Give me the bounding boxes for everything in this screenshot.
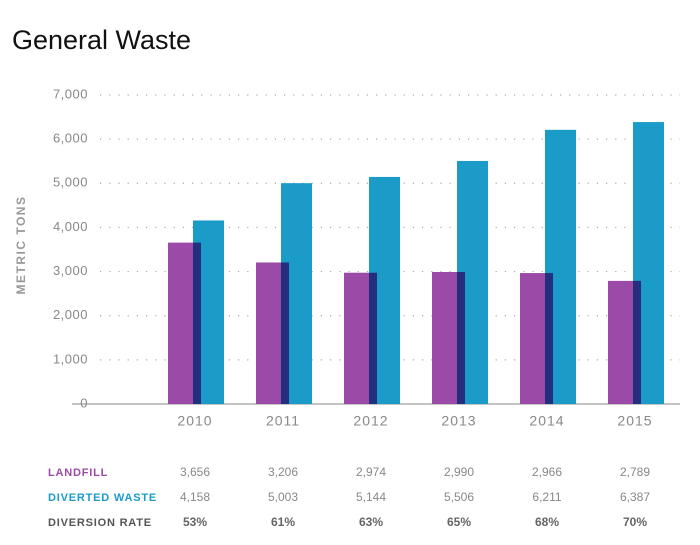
x-tick-label: 2014 [529, 413, 564, 429]
y-tick-label: 6,000 [53, 131, 88, 146]
y-tick-label: 2,000 [53, 307, 88, 322]
bar [168, 242, 201, 404]
table-value: 53% [183, 515, 207, 529]
table-value: 68% [535, 515, 559, 529]
table-value: 6,211 [532, 490, 561, 504]
x-tick-label: 2012 [353, 413, 388, 429]
row-label: DIVERTED WASTE [48, 492, 157, 504]
table-value: 6,387 [620, 490, 650, 504]
row-label: LANDFILL [48, 467, 108, 479]
table-value: 2,789 [620, 465, 650, 479]
table-value: 2,990 [444, 465, 474, 479]
y-axis-label: METRIC TONS [14, 196, 28, 295]
bar [344, 272, 377, 404]
table-value: 5,003 [268, 490, 298, 504]
bar [256, 262, 289, 404]
table-value: 4,158 [180, 490, 210, 504]
table-value: 2,974 [356, 465, 386, 479]
table-value: 3,656 [180, 465, 210, 479]
table-value: 5,144 [356, 490, 386, 504]
table-value: 65% [447, 515, 471, 529]
bar [520, 273, 553, 404]
table-value: 5,506 [444, 490, 474, 504]
y-tick-label: 0 [80, 395, 88, 410]
y-tick-label: 4,000 [53, 219, 88, 234]
table-value: 2,966 [532, 465, 562, 479]
x-tick-label: 2010 [177, 413, 212, 429]
y-tick-label: 7,000 [53, 86, 88, 101]
y-tick-label: 1,000 [53, 351, 88, 366]
bar [608, 280, 641, 404]
table-value: 70% [623, 515, 647, 529]
y-tick-label: 5,000 [53, 175, 88, 190]
x-tick-label: 2011 [266, 413, 300, 429]
bar [432, 272, 465, 404]
table-value: 3,206 [268, 465, 298, 479]
chart-title: General Waste [12, 25, 191, 55]
x-tick-label: 2013 [441, 413, 476, 429]
x-tick-label: 2015 [617, 413, 652, 429]
row-label: DIVERSION RATE [48, 517, 152, 529]
y-tick-label: 3,000 [53, 263, 88, 278]
table-value: 63% [359, 515, 383, 529]
table-value: 61% [271, 515, 295, 529]
